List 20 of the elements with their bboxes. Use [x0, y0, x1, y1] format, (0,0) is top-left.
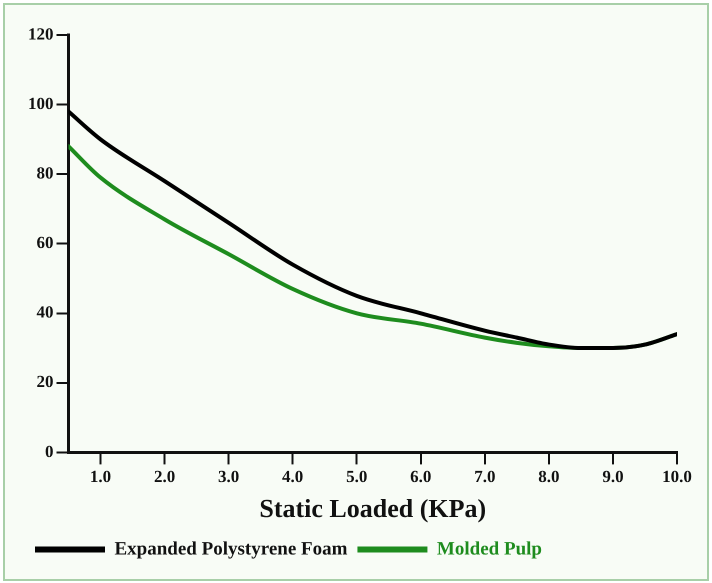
- x-tick-label: 1.0: [90, 466, 112, 486]
- y-tick-label: 20: [36, 372, 54, 392]
- x-tick-label: 4.0: [282, 466, 304, 486]
- y-tick-label: 60: [36, 233, 54, 252]
- x-tick-label: 7.0: [474, 466, 496, 486]
- y-tick-label: 0: [45, 442, 54, 461]
- legend-label: Expanded Polystyrene Foam: [114, 538, 348, 560]
- x-tick-label: 3.0: [218, 466, 240, 486]
- x-tick-label: 6.0: [410, 466, 432, 486]
- x-tick-label: 10.0: [662, 466, 692, 486]
- x-tick-label: 8.0: [538, 466, 560, 486]
- x-axis-title: Static Loaded (KPa): [259, 494, 486, 524]
- y-tick-label: 80: [36, 164, 54, 183]
- legend-label: Molded Pulp: [436, 538, 542, 560]
- y-tick-label: 120: [28, 24, 54, 44]
- x-tick-label: 2.0: [154, 466, 176, 486]
- x-tick-label: 9.0: [602, 466, 624, 486]
- y-tick-label: 40: [36, 302, 54, 322]
- y-tick-label: 100: [28, 94, 54, 113]
- x-tick-label: 5.0: [346, 466, 368, 486]
